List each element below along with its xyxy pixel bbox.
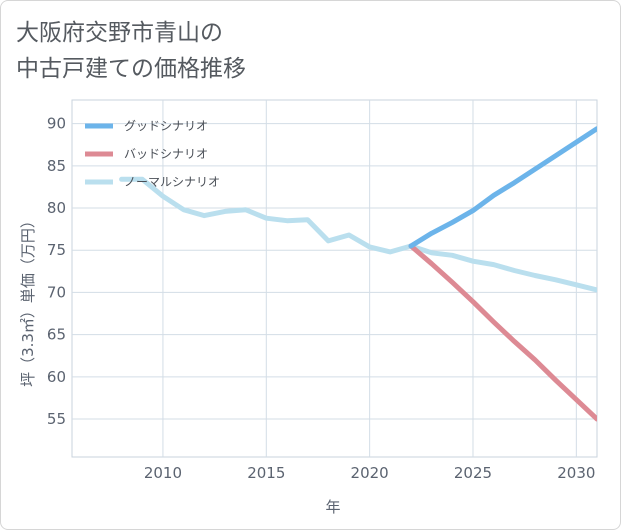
series-line-1	[408, 243, 597, 422]
x-tick-label: 2020	[351, 464, 389, 482]
y-tick-label: 75	[47, 241, 66, 259]
chart-title-line-2: 中古戸建ての価格推移	[16, 56, 246, 82]
tick-labels: 2010 2015 2020 2025 2030 55 60 65 70 75 80 85 90	[47, 115, 596, 482]
y-tick-label: 80	[47, 199, 66, 217]
y-tick-label: 85	[47, 157, 66, 175]
y-tick-label: 90	[47, 115, 66, 133]
series-line-0	[408, 126, 597, 249]
chart-title-line-1: 大阪府交野市青山の	[16, 20, 223, 46]
x-tick-label: 2010	[144, 464, 182, 482]
y-tick-label: 70	[47, 283, 66, 301]
legend-label-2: ノーマルシナリオ	[124, 175, 220, 189]
y-tick-label: 65	[47, 326, 66, 344]
series-line-2	[119, 176, 597, 293]
y-tick-label: 55	[47, 410, 66, 428]
chart-title: 大阪府交野市青山の 中古戸建ての価格推移	[16, 15, 246, 87]
legend-label-1: バッドシナリオ	[124, 147, 208, 161]
plot-frame	[71, 99, 598, 458]
grid	[71, 99, 598, 458]
legend-label-0: グッドシナリオ	[124, 119, 208, 133]
series-lines	[119, 126, 597, 422]
x-tick-label: 2030	[557, 464, 595, 482]
x-axis-label: 年	[325, 498, 340, 516]
x-tick-label: 2025	[454, 464, 492, 482]
y-tick-label: 60	[47, 368, 66, 386]
y-axis-label: 坪（3.3㎡）単価（万円）	[19, 213, 37, 387]
x-tick-label: 2015	[247, 464, 285, 482]
